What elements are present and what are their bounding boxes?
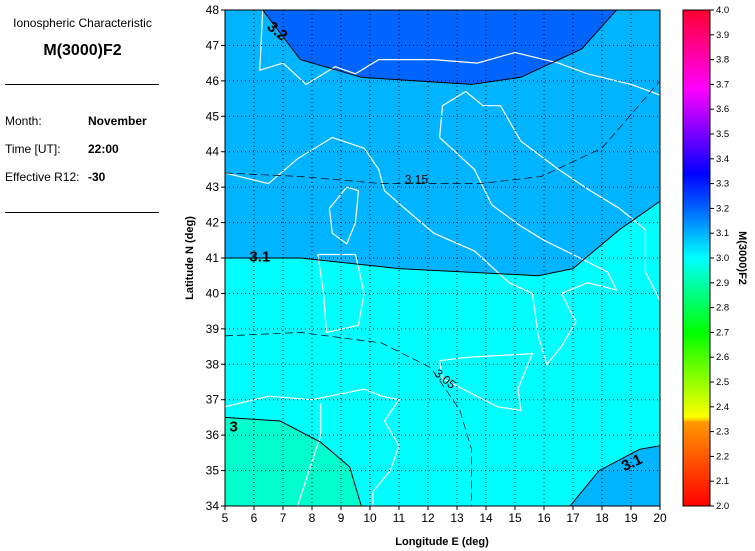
time-label: Time [UT]: bbox=[5, 142, 61, 156]
colorbar-tick-label: 2.3 bbox=[716, 427, 729, 438]
contour-line-3.05 bbox=[225, 332, 472, 506]
x-tick-label: 9 bbox=[338, 511, 345, 525]
x-tick-label: 5 bbox=[222, 511, 229, 525]
y-tick-label: 43 bbox=[206, 180, 220, 194]
divider bbox=[5, 84, 159, 85]
y-tick-label: 45 bbox=[206, 109, 220, 123]
x-tick-label: 12 bbox=[421, 511, 435, 525]
y-tick-label: 34 bbox=[206, 499, 220, 513]
coastline bbox=[296, 403, 322, 506]
colorbar-tick-label: 2.5 bbox=[716, 377, 729, 388]
y-tick-label: 42 bbox=[206, 216, 220, 230]
colorbar-tick-label: 3.6 bbox=[716, 104, 729, 115]
divider bbox=[5, 212, 159, 213]
x-tick-label: 7 bbox=[280, 511, 287, 525]
region-below-3.0 bbox=[225, 417, 362, 506]
x-tick-label: 15 bbox=[508, 511, 522, 525]
colorbar-tick-label: 3.5 bbox=[716, 129, 729, 140]
x-tick-label: 14 bbox=[479, 511, 493, 525]
month-label: Month: bbox=[5, 114, 42, 128]
coastline bbox=[225, 388, 401, 506]
contour-label: 3.15 bbox=[405, 173, 429, 187]
contour-line-3.1 bbox=[569, 445, 660, 506]
month-value: November bbox=[88, 114, 147, 128]
x-axis-label: Longitude E (deg) bbox=[395, 536, 489, 548]
colorbar-tick-label: 4.0 bbox=[716, 5, 729, 16]
colorbar bbox=[682, 9, 711, 507]
colorbar-tick-label: 2.7 bbox=[716, 327, 729, 338]
x-tick-label: 16 bbox=[537, 511, 551, 525]
colorbar-tick-label: 3.9 bbox=[716, 30, 729, 41]
contour-label: 3.1 bbox=[249, 249, 270, 266]
colorbar-tick-label: 3.7 bbox=[716, 79, 729, 90]
colorbar-tick-label: 2.9 bbox=[716, 278, 729, 289]
x-tick-label: 20 bbox=[653, 511, 667, 525]
y-tick-label: 41 bbox=[206, 251, 220, 265]
colorbar-tick-label: 3.2 bbox=[716, 203, 729, 214]
coastline bbox=[259, 10, 660, 96]
region-3.1-3.2 bbox=[225, 10, 660, 276]
x-tick-label: 13 bbox=[450, 511, 464, 525]
colorbar-tick-label: 2.1 bbox=[716, 476, 729, 487]
y-tick-label: 44 bbox=[206, 145, 220, 159]
y-tick-label: 48 bbox=[206, 3, 220, 17]
y-tick-label: 47 bbox=[206, 38, 220, 52]
x-tick-label: 17 bbox=[566, 511, 580, 525]
y-tick-label: 37 bbox=[206, 393, 220, 407]
coastline bbox=[317, 253, 365, 334]
contour-line-3 bbox=[225, 416, 362, 506]
coastline bbox=[439, 353, 534, 412]
y-tick-label: 38 bbox=[206, 357, 220, 371]
colorbar-tick-label: 3.0 bbox=[716, 253, 729, 264]
x-tick-label: 11 bbox=[393, 511, 406, 525]
x-tick-label: 6 bbox=[251, 511, 258, 525]
colorbar-tick-label: 3.8 bbox=[716, 55, 729, 66]
region-above-3.2 bbox=[262, 10, 617, 85]
time-value: 22:00 bbox=[88, 142, 119, 156]
y-tick-label: 46 bbox=[206, 74, 220, 88]
x-tick-label: 10 bbox=[363, 511, 377, 525]
r12-value: -30 bbox=[88, 170, 106, 184]
colorbar-tick-label: 3.4 bbox=[716, 154, 729, 165]
characteristic-title: M(3000)F2 bbox=[43, 42, 122, 59]
coastline bbox=[328, 186, 360, 245]
contour-line-3.2 bbox=[262, 10, 617, 85]
x-tick-label: 8 bbox=[309, 511, 316, 525]
colorbar-label: M(3000)F2 bbox=[736, 231, 748, 285]
colorbar-tick-label: 3.1 bbox=[716, 228, 729, 239]
x-tick-label: 19 bbox=[624, 511, 638, 525]
colorbar-tick-label: 2.2 bbox=[716, 451, 729, 462]
x-tick-label: 18 bbox=[595, 511, 609, 525]
y-tick-label: 36 bbox=[206, 428, 220, 442]
subtitle: Ionospheric Characteristic bbox=[13, 16, 152, 30]
colorbar-tick-label: 2.4 bbox=[716, 402, 729, 413]
y-axis-label: Latitude N (deg) bbox=[184, 216, 196, 300]
colorbar-tick-label: 2.0 bbox=[716, 501, 729, 512]
y-tick-label: 40 bbox=[206, 286, 220, 300]
colorbar-tick-label: 2.6 bbox=[716, 352, 729, 363]
r12-label: Effective R12: bbox=[5, 170, 80, 184]
region-3.1-3.2-southeast bbox=[570, 445, 660, 506]
colorbar-tick-label: 3.3 bbox=[716, 179, 729, 190]
contour-line-3.15 bbox=[225, 80, 660, 184]
y-tick-label: 39 bbox=[206, 322, 220, 336]
contour-line-3.1 bbox=[225, 200, 660, 277]
y-tick-label: 35 bbox=[206, 464, 220, 478]
colorbar-tick-label: 2.8 bbox=[716, 303, 729, 314]
contour-label: 3 bbox=[230, 419, 238, 436]
coastline bbox=[225, 90, 660, 366]
